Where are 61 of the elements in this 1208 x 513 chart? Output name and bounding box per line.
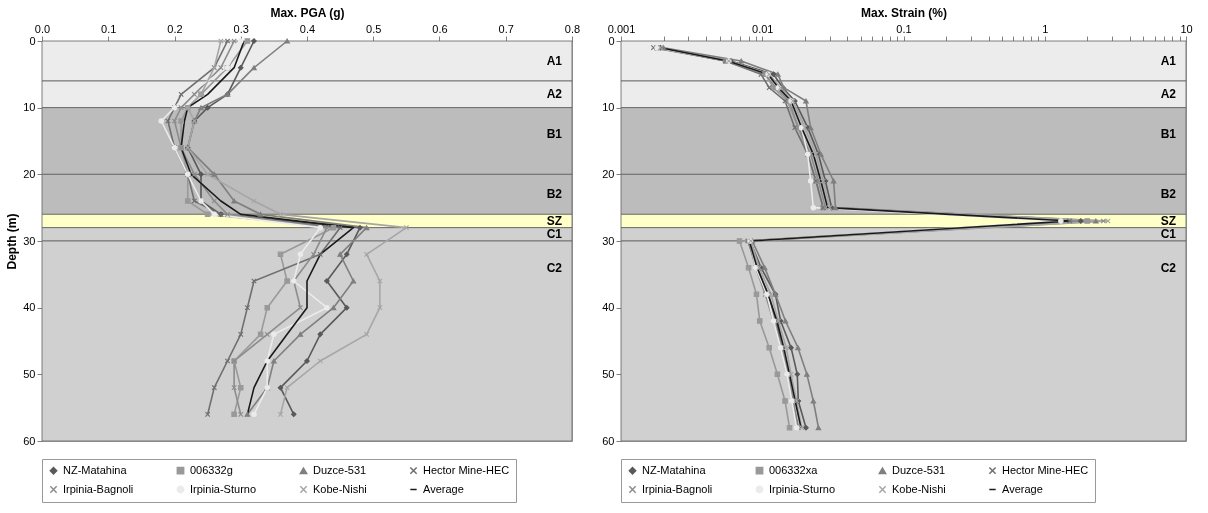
legend-label: Hector Mine-HEC <box>423 463 510 476</box>
band-label: SZ <box>546 214 562 228</box>
band-label: C2 <box>546 260 563 275</box>
y-tick-label: 20 <box>23 167 36 180</box>
band-label: C1 <box>1160 227 1177 242</box>
band-label: B2 <box>546 187 563 202</box>
legend-label: 006332g <box>190 463 233 476</box>
legend-label: Average <box>423 482 464 495</box>
legend-label: NZ-Matahina <box>63 463 128 476</box>
legend-label: Duzce-531 <box>313 463 367 476</box>
legend-label: Kobe-Nishi <box>892 482 946 495</box>
x-tick-label: 1 <box>1042 22 1049 35</box>
x-tick-label: 0.1 <box>896 22 912 35</box>
legend-label: Irpinia-Sturno <box>190 482 257 495</box>
band-label: SZ <box>1160 214 1176 228</box>
y-tick-label: 60 <box>602 434 615 447</box>
band-label: C2 <box>1160 260 1177 275</box>
y-tick-label: 50 <box>23 367 36 380</box>
legend-label: Irpinia-Bagnoli <box>63 482 134 495</box>
x-tick-label: 0.3 <box>233 22 249 35</box>
y-tick-label: 0 <box>29 34 36 47</box>
x-tick-label: 0.6 <box>432 22 448 35</box>
band-label: B1 <box>1160 127 1177 142</box>
band-label: A2 <box>546 87 563 102</box>
legend-label: NZ-Matahina <box>642 463 707 476</box>
y-tick-label: 30 <box>602 234 615 247</box>
x-tick-label: 0.01 <box>752 22 774 35</box>
x-tick-label: 0.4 <box>299 22 316 35</box>
x-tick-label: 0.0 <box>34 22 51 35</box>
y-tick-label: 10 <box>23 101 36 114</box>
y-tick-label: 40 <box>602 301 615 314</box>
band-label: B2 <box>1160 187 1177 202</box>
legend-label: Irpinia-Bagnoli <box>642 482 713 495</box>
legend-label: Hector Mine-HEC <box>1002 463 1089 476</box>
legend-label: Average <box>1002 482 1043 495</box>
band-label: C1 <box>546 227 563 242</box>
y-axis-title: Depth (m) <box>5 213 20 270</box>
y-tick-label: 30 <box>23 234 36 247</box>
y-tick-label: 50 <box>602 367 615 380</box>
y-tick-label: 40 <box>23 301 36 314</box>
y-tick-label: 20 <box>602 167 615 180</box>
y-tick-label: 10 <box>602 101 615 114</box>
legend-label: Kobe-Nishi <box>313 482 367 495</box>
band-label: A2 <box>1160 87 1177 102</box>
legend-label: 006332xa <box>769 463 819 476</box>
legend-label: Irpinia-Sturno <box>769 482 836 495</box>
band-label: A1 <box>1160 54 1177 68</box>
band-label: A1 <box>546 54 563 68</box>
x-tick-label: 0.5 <box>366 22 382 35</box>
band-label: B1 <box>546 127 563 142</box>
y-tick-label: 60 <box>23 434 36 447</box>
x-tick-label: 0.7 <box>498 22 514 35</box>
x-tick-label: 0.8 <box>564 22 581 35</box>
x-tick-label: 0.2 <box>167 22 183 35</box>
x-tick-label: 10 <box>1180 22 1193 35</box>
x-axis-title: Max. Strain (%) <box>860 5 948 20</box>
x-axis-title: Max. PGA (g) <box>270 5 345 20</box>
y-tick-label: 0 <box>608 34 615 47</box>
x-tick-label: 0.1 <box>101 22 117 35</box>
legend-label: Duzce-531 <box>892 463 946 476</box>
x-tick-label: 0.001 <box>607 22 636 35</box>
